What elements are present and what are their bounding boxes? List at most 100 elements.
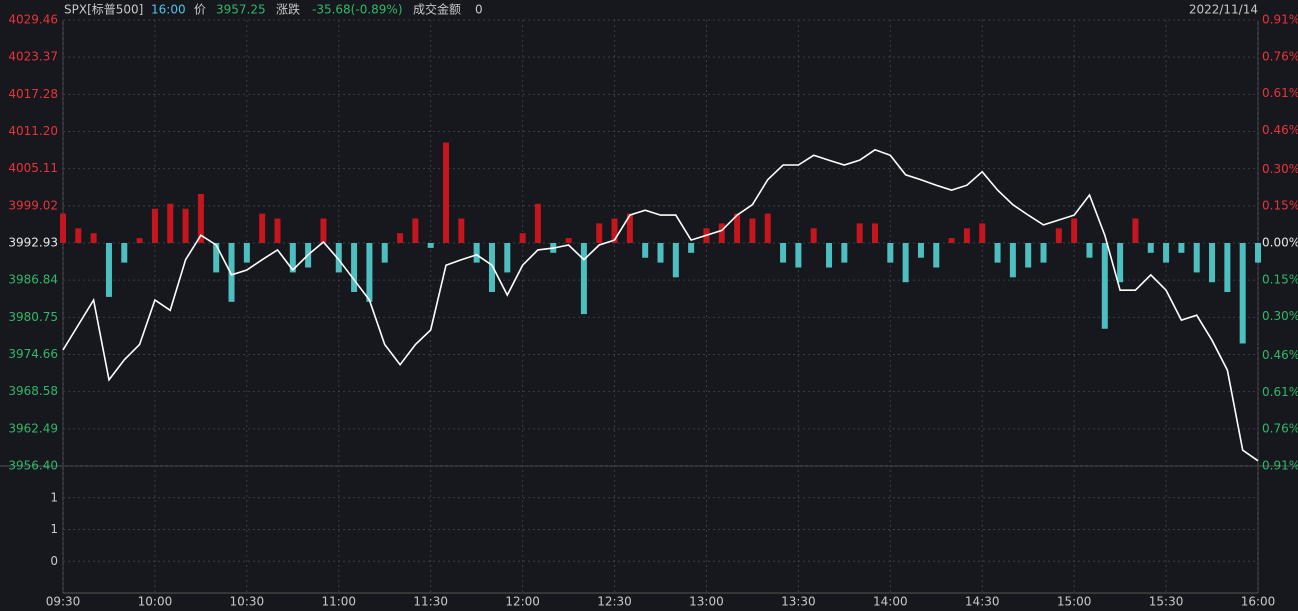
- bar: [749, 218, 756, 243]
- bar: [182, 208, 189, 243]
- bar: [136, 238, 143, 243]
- bar: [534, 203, 541, 243]
- y-tick-label: 4023.37: [8, 50, 58, 64]
- bar: [626, 213, 633, 243]
- y-tick-label: 4017.28: [8, 87, 58, 101]
- bar: [764, 213, 771, 243]
- x-tick-label: 14:30: [965, 595, 1000, 609]
- y-tick-label: 1: [50, 490, 58, 504]
- y-tick-label: 3956.40: [8, 459, 58, 473]
- y-tick-label: 3974.66: [8, 347, 58, 361]
- bar: [458, 218, 465, 243]
- bar: [1147, 243, 1154, 253]
- x-tick-label: 15:00: [1057, 595, 1092, 609]
- bar: [1163, 243, 1170, 263]
- bar: [1101, 243, 1108, 329]
- bar: [335, 243, 342, 273]
- bar: [473, 243, 480, 263]
- bar: [504, 243, 511, 273]
- price-label: 价: [194, 3, 206, 17]
- bar: [810, 228, 817, 243]
- y2-tick-label: 0.46%: [1262, 123, 1298, 137]
- y2-tick-label: 0.30%: [1262, 309, 1298, 323]
- bar: [642, 243, 649, 258]
- bar: [1178, 243, 1185, 253]
- bar: [856, 223, 863, 243]
- bar: [826, 243, 833, 268]
- bar: [259, 213, 266, 243]
- bar: [718, 223, 725, 243]
- bar: [1255, 243, 1261, 263]
- x-tick-label: 11:30: [413, 595, 448, 609]
- bar: [75, 228, 82, 243]
- y-tick-label: 4005.11: [8, 161, 58, 175]
- bar: [1239, 243, 1246, 344]
- bar: [1040, 243, 1047, 263]
- bar: [412, 218, 419, 243]
- bar: [1224, 243, 1231, 293]
- bar: [994, 243, 1001, 263]
- bar: [841, 243, 848, 263]
- bar: [596, 223, 603, 243]
- y2-tick-label: 0.15%: [1262, 199, 1298, 213]
- date: 2022/11/14: [1189, 3, 1258, 17]
- bar: [887, 243, 894, 263]
- bar: [565, 238, 572, 243]
- bar: [657, 243, 664, 263]
- bar: [320, 218, 327, 243]
- bar: [228, 243, 235, 302]
- bar: [381, 243, 388, 263]
- bar: [1193, 243, 1200, 273]
- x-tick-label: 16:00: [1241, 595, 1276, 609]
- bar: [274, 218, 281, 243]
- x-tick-label: 10:30: [230, 595, 265, 609]
- bar: [151, 208, 158, 243]
- y2-tick-label: 0.76%: [1262, 49, 1298, 63]
- change-label: 涨跌: [276, 2, 300, 17]
- bar: [519, 233, 526, 243]
- amount-label: 成交金额: [413, 2, 461, 17]
- bar: [1132, 218, 1139, 243]
- bar: [688, 243, 695, 253]
- bar: [933, 243, 940, 268]
- x-tick-label: 13:00: [689, 595, 724, 609]
- bar: [167, 203, 174, 243]
- amount: 0: [475, 3, 483, 17]
- bar: [197, 193, 204, 243]
- bar: [580, 243, 587, 315]
- y2-tick-label: 0.46%: [1262, 348, 1298, 362]
- y2-tick-label: 0.91%: [1262, 459, 1298, 473]
- y-tick-label: 4011.20: [8, 124, 58, 138]
- symbol: SPX[标普500]: [64, 3, 143, 17]
- bar: [1071, 218, 1078, 243]
- bar: [366, 243, 373, 302]
- bar: [397, 233, 404, 243]
- bar: [1025, 243, 1032, 268]
- y2-tick-label: 0.00%: [1262, 236, 1298, 250]
- y2-tick-label: 0.30%: [1262, 162, 1298, 176]
- y-tick-label: 3992.93: [8, 236, 58, 250]
- bar: [1055, 228, 1062, 243]
- bar: [213, 243, 220, 273]
- y-tick-label: 4029.46: [8, 13, 58, 27]
- bar: [60, 213, 66, 243]
- bar: [948, 238, 955, 243]
- bar: [734, 213, 741, 243]
- bar: [1117, 243, 1124, 283]
- x-tick-label: 12:00: [505, 595, 540, 609]
- bar: [780, 243, 787, 263]
- bar: [871, 223, 878, 243]
- y-tick-label: 0: [50, 554, 58, 568]
- bar: [243, 243, 250, 263]
- bar: [611, 218, 618, 243]
- price-line: [62, 148, 1259, 462]
- bar: [902, 243, 909, 283]
- bar: [289, 243, 296, 273]
- bar: [121, 243, 128, 263]
- y-tick-label: 1: [50, 522, 58, 536]
- bar: [672, 243, 679, 278]
- bar: [488, 243, 495, 293]
- bar: [963, 228, 970, 243]
